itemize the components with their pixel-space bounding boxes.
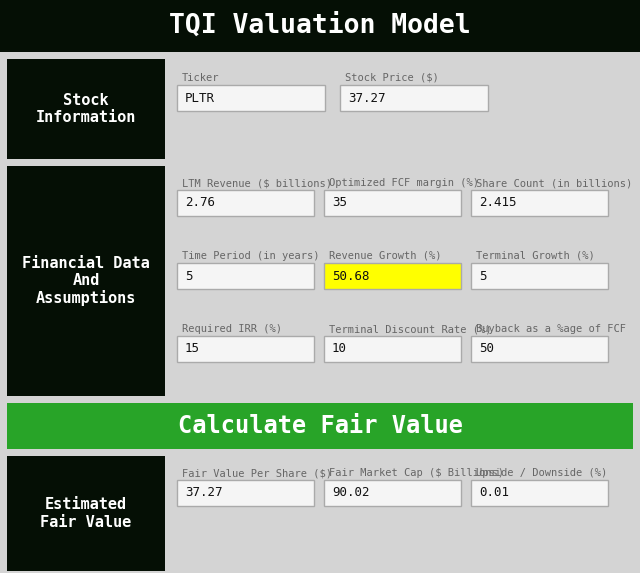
Text: 10: 10 [332,343,347,355]
Bar [7,166,165,396]
Text: Fair Value Per Share ($): Fair Value Per Share ($) [182,468,332,478]
Bar [324,480,461,506]
Text: 90.02: 90.02 [332,486,369,500]
Bar [324,190,461,216]
Bar [177,85,325,111]
Text: Financial Data
And
Assumptions: Financial Data And Assumptions [22,256,150,307]
Bar [7,403,633,449]
Bar [177,336,314,362]
Bar [177,190,314,216]
Text: Buyback as a %age of FCF: Buyback as a %age of FCF [476,324,626,334]
Bar [340,85,488,111]
Bar [471,263,608,289]
Text: Share Count (in billions): Share Count (in billions) [476,178,632,188]
Text: LTM Revenue ($ billions): LTM Revenue ($ billions) [182,178,332,188]
Text: Terminal Discount Rate (%): Terminal Discount Rate (%) [329,324,492,334]
Text: 5: 5 [185,269,193,282]
Bar [0,0,640,52]
Text: Ticker: Ticker [182,73,220,83]
Bar [7,456,165,571]
Bar [7,59,165,159]
Text: Optimized FCF margin (%): Optimized FCF margin (%) [329,178,479,188]
Text: Stock
Information: Stock Information [36,93,136,125]
Text: 35: 35 [332,197,347,210]
Text: 50.68: 50.68 [332,269,369,282]
Text: Fair Market Cap ($ Billions): Fair Market Cap ($ Billions) [329,468,504,478]
Bar [177,263,314,289]
Bar [177,480,314,506]
Bar [471,336,608,362]
Text: Terminal Growth (%): Terminal Growth (%) [476,251,595,261]
Text: Estimated
Fair Value: Estimated Fair Value [40,497,132,529]
Text: PLTR: PLTR [185,92,215,104]
Text: 2.76: 2.76 [185,197,215,210]
Bar [471,480,608,506]
Bar [324,263,461,289]
Bar [471,190,608,216]
Text: 2.415: 2.415 [479,197,516,210]
Text: Stock Price ($): Stock Price ($) [345,73,439,83]
Text: Calculate Fair Value: Calculate Fair Value [177,414,463,438]
Text: 5: 5 [479,269,486,282]
Text: 37.27: 37.27 [185,486,223,500]
Bar [324,336,461,362]
Text: 37.27: 37.27 [348,92,385,104]
Text: Upside / Downside (%): Upside / Downside (%) [476,468,607,478]
Text: TQI Valuation Model: TQI Valuation Model [169,13,471,39]
Text: Revenue Growth (%): Revenue Growth (%) [329,251,442,261]
Text: Time Period (in years): Time Period (in years) [182,251,319,261]
Text: 0.01: 0.01 [479,486,509,500]
Text: 50: 50 [479,343,494,355]
Text: Required IRR (%): Required IRR (%) [182,324,282,334]
Text: 15: 15 [185,343,200,355]
